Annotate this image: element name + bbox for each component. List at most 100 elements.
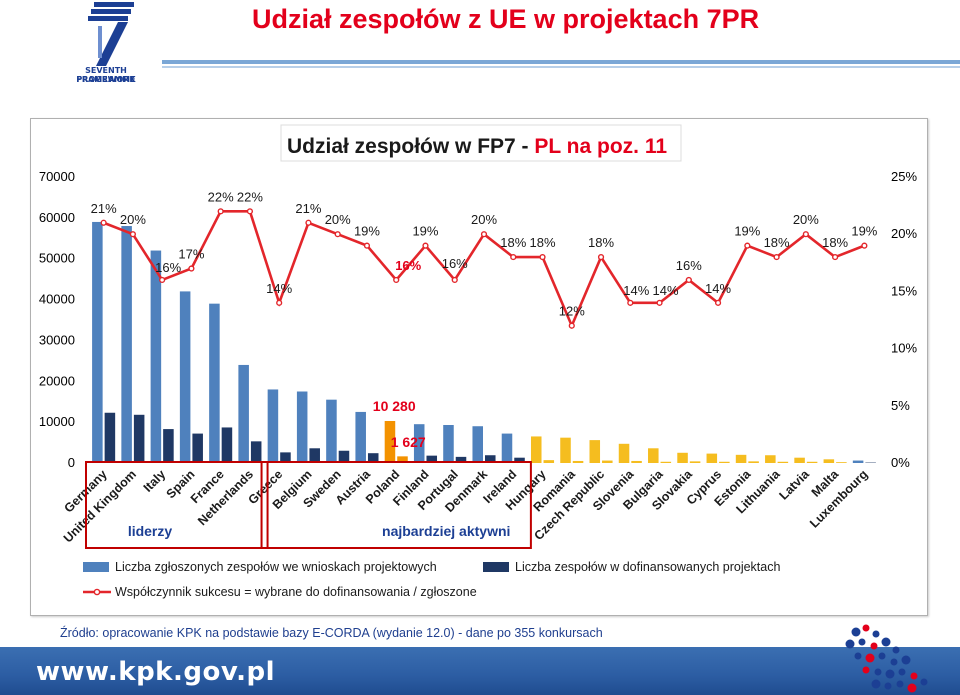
success-rate-point [393,276,400,284]
bar-funded [133,414,145,463]
success-rate-point [744,242,751,249]
kpk-logo-dot [845,639,855,649]
kpk-logo-dot [862,666,870,674]
x-tick-label: Latvia [777,466,813,502]
bar-submitted [326,399,337,463]
legend-label-rate: Współczynnik sukcesu = wybrane do dofina… [115,585,477,599]
success-rate-point [656,299,663,306]
bar-funded [455,456,467,463]
bar-funded [806,461,818,463]
success-rate-point [861,242,868,249]
logo-text-2: PROGRAMME [76,75,136,84]
bar-submitted [355,411,366,463]
group-box [260,461,532,549]
bar-submitted [823,459,835,463]
success-rate-point [773,253,780,261]
success-rate-point [334,231,341,238]
kpk-logo-dot [910,672,918,680]
bar-submitted [794,457,805,463]
success-rate-label: 17% [178,247,204,262]
kpk-logo-dot [874,668,882,676]
success-line [100,208,868,330]
success-rate-point [451,276,458,284]
kpk-logo-dot [865,653,875,663]
success-rate-label: 18% [588,235,614,250]
kpk-logo-dot [870,642,878,650]
bar-submitted [209,303,220,463]
success-rate-label: 16% [155,260,181,275]
y-tick-label-left: 30000 [39,332,75,347]
bar-submitted [384,420,396,463]
bar-funded [631,460,642,463]
bar-submitted [618,443,630,463]
y-tick-label-right: 0% [891,455,910,470]
legend: Liczba zgłoszonych zespołów we wnioskach… [83,560,780,599]
bar-submitted [121,226,132,463]
bar-funded [602,460,613,463]
title-rule [162,60,960,64]
kpk-logo-dot [871,679,881,689]
kpk-logo-mark [845,624,928,693]
kpk-logo-dot [896,680,904,688]
bar-funded [221,427,233,463]
success-rate-point [100,219,107,226]
kpk-logo-dot [881,637,891,647]
success-rate-label: 12% [559,304,585,319]
success-rate-label: 19% [354,224,380,239]
success-rate-label: 22% [208,189,234,204]
bar-submitted [501,433,513,463]
bar-submitted [443,425,454,463]
bar-funded [280,452,291,463]
kpk-logo-dot [872,630,880,638]
group-label: liderzy [128,523,173,539]
kpk-logo-dot [851,627,861,637]
bar-funded [689,461,701,463]
bar-submitted [677,452,688,463]
success-rate-point [714,299,722,306]
success-rate-label: 21% [91,201,117,216]
success-rate-label: 18% [500,235,526,250]
success-rate-point [685,276,692,284]
success-rate-point [510,253,517,261]
bar-funded [836,462,847,463]
bar-funded [338,450,350,463]
legend-label-submitted: Liczba zgłoszonych zespołów we wnioskach… [115,560,437,574]
kpk-logo-dot [907,683,917,693]
source-note: Źródło: opracowanie KPK na podstawie baz… [60,626,603,640]
kpk-logo-dot [898,668,906,676]
y-tick-label-left: 50000 [39,251,75,266]
success-rate-point [568,322,575,329]
bar-submitted [560,437,571,463]
success-rate-point [305,219,312,226]
success-rate-label: 20% [120,212,146,227]
bar-submitted [296,391,308,463]
bar-funded [572,460,584,463]
success-rate-label: 16% [442,256,468,271]
y-tick-label-left: 20000 [39,373,75,388]
bar-submitted [852,460,864,463]
success-rate-point [539,253,546,261]
chart-title-group: Udział zespołów w FP7 - PL na poz. 11 [280,124,682,162]
success-rate-point [129,231,136,238]
success-rate-label: 14% [266,281,292,296]
kpk-logo-dot [854,652,862,660]
group-label: najbardziej aktywni [382,523,510,539]
chart-title: Udział zespołów w FP7 - PL na poz. 11 [287,135,667,158]
success-rate-label: 20% [325,212,351,227]
footer-url[interactable]: www.kpk.gov.pl [36,657,276,687]
group-boxes: liderzy najbardziej aktywni [85,461,532,549]
legend-swatch-submitted [83,562,109,572]
bar-submitted [648,448,659,463]
y-tick-label-left: 60000 [39,210,75,225]
success-rate-label: 18% [530,235,556,250]
bar-submitted [706,453,718,463]
success-rate-point [802,231,809,238]
y-tick-label-left: 0 [68,455,75,470]
poland-submitted-label: 10 280 [373,398,416,414]
poland-funded-label: 1 627 [391,434,426,450]
success-rate-label: 19% [851,224,877,239]
y-tick-label-left: 10000 [39,414,75,429]
kpk-logo-dot [858,638,866,646]
y-tick-label-right: 20% [891,226,917,241]
success-rate-label: 20% [471,212,497,227]
